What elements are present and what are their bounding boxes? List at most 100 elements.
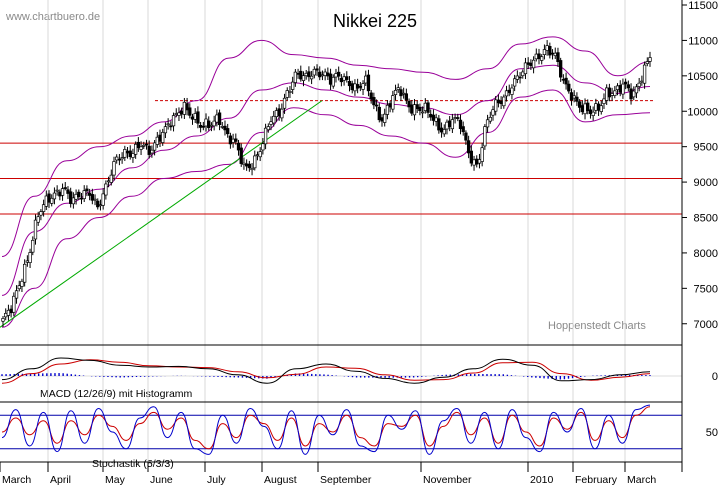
- candle-body: [82, 190, 86, 200]
- candle-body: [144, 143, 149, 146]
- candle-body: [407, 100, 411, 108]
- candle-body: [266, 126, 270, 131]
- candle-body: [599, 105, 603, 112]
- candle-body: [502, 96, 506, 107]
- candle-body: [242, 162, 246, 165]
- candle-body: [236, 142, 241, 151]
- candle-body: [285, 90, 289, 98]
- candle-body: [269, 121, 273, 125]
- price-ytick-label: 9000: [694, 177, 718, 189]
- candle-body: [328, 73, 333, 85]
- trend-line: [0, 100, 323, 328]
- candle-body: [594, 103, 598, 111]
- candle-body: [163, 126, 168, 134]
- candle-body: [364, 75, 368, 84]
- candle-body: [632, 90, 636, 98]
- candle-body: [85, 188, 89, 192]
- candle-body: [477, 159, 482, 164]
- candle-body: [258, 151, 262, 158]
- candle-body: [74, 193, 78, 200]
- price-ytick-label: 10500: [687, 71, 718, 83]
- candle-body: [128, 150, 132, 157]
- candle-body: [529, 62, 533, 67]
- candle-body: [25, 260, 30, 263]
- candle-body: [44, 195, 48, 207]
- candle-body: [588, 109, 593, 114]
- candle-body: [442, 129, 446, 135]
- candle-body: [231, 138, 235, 143]
- candle-body: [106, 180, 111, 183]
- candle-body: [507, 89, 511, 93]
- candle-body: [642, 64, 647, 84]
- candle-body: [567, 83, 571, 92]
- candle-body: [291, 81, 295, 90]
- candle-body: [50, 197, 54, 204]
- candle-body: [556, 52, 560, 62]
- candle-body: [623, 81, 628, 85]
- candle-body: [431, 114, 436, 121]
- candle-body: [464, 132, 468, 141]
- source-text: www.chartbuero.de: [5, 11, 100, 23]
- candle-body: [540, 56, 544, 61]
- candle-body: [255, 154, 260, 157]
- candle-body: [613, 90, 617, 96]
- candle-body: [220, 126, 224, 128]
- candle-body: [28, 252, 32, 263]
- candle-body: [402, 92, 406, 95]
- candle-body: [499, 100, 503, 105]
- candle-body: [483, 126, 487, 147]
- macd-label: MACD (12/26/9) mit Histogramm: [40, 388, 193, 400]
- bollinger-lower: [1, 89, 651, 328]
- stochastic-label: Stochastik (5/3/3): [92, 458, 174, 470]
- candle-body: [207, 120, 211, 129]
- candle-body: [39, 211, 43, 216]
- candle-body: [494, 99, 498, 112]
- macd-panel: [0, 357, 682, 384]
- candle-body: [315, 68, 319, 71]
- candle-body: [618, 85, 622, 93]
- candle-body: [117, 158, 122, 161]
- candle-body: [309, 75, 314, 80]
- candle-body: [36, 216, 40, 223]
- candle-body: [307, 71, 311, 78]
- candle-body: [109, 174, 113, 183]
- candle-body: [299, 70, 303, 80]
- candle-body: [101, 193, 105, 206]
- candle-body: [534, 53, 538, 60]
- candle-body: [577, 101, 582, 108]
- candle-body: [63, 187, 67, 189]
- xtick-label: May: [105, 474, 126, 486]
- candle-body: [171, 115, 176, 127]
- candle-body: [491, 109, 495, 116]
- candle-body: [55, 189, 59, 192]
- candle-body: [453, 117, 457, 119]
- price-ytick-label: 11000: [688, 35, 718, 47]
- price-ytick-label: 10000: [687, 106, 718, 118]
- candle-body: [152, 142, 157, 151]
- candle-body: [182, 101, 187, 115]
- candle-body: [147, 145, 151, 155]
- candle-body: [369, 92, 373, 100]
- candle-body: [420, 111, 425, 114]
- candle-body: [239, 147, 243, 164]
- xtick-label: August: [264, 474, 297, 486]
- candle-body: [385, 104, 390, 115]
- candle-body: [504, 90, 509, 97]
- candle-body: [223, 125, 227, 131]
- candle-body: [282, 97, 287, 109]
- candle-body: [374, 104, 379, 107]
- candle-body: [564, 77, 568, 85]
- candle-body: [272, 115, 276, 124]
- candle-body: [345, 76, 349, 80]
- candle-body: [391, 95, 395, 110]
- candle-body: [510, 87, 514, 95]
- candle-body: [429, 113, 433, 118]
- candle-body: [131, 153, 135, 158]
- candle-body: [518, 76, 522, 79]
- price-ytick-label: 9500: [694, 142, 718, 154]
- bollinger-middle: [1, 64, 651, 296]
- candle-body: [415, 104, 419, 110]
- candle-body: [445, 121, 449, 130]
